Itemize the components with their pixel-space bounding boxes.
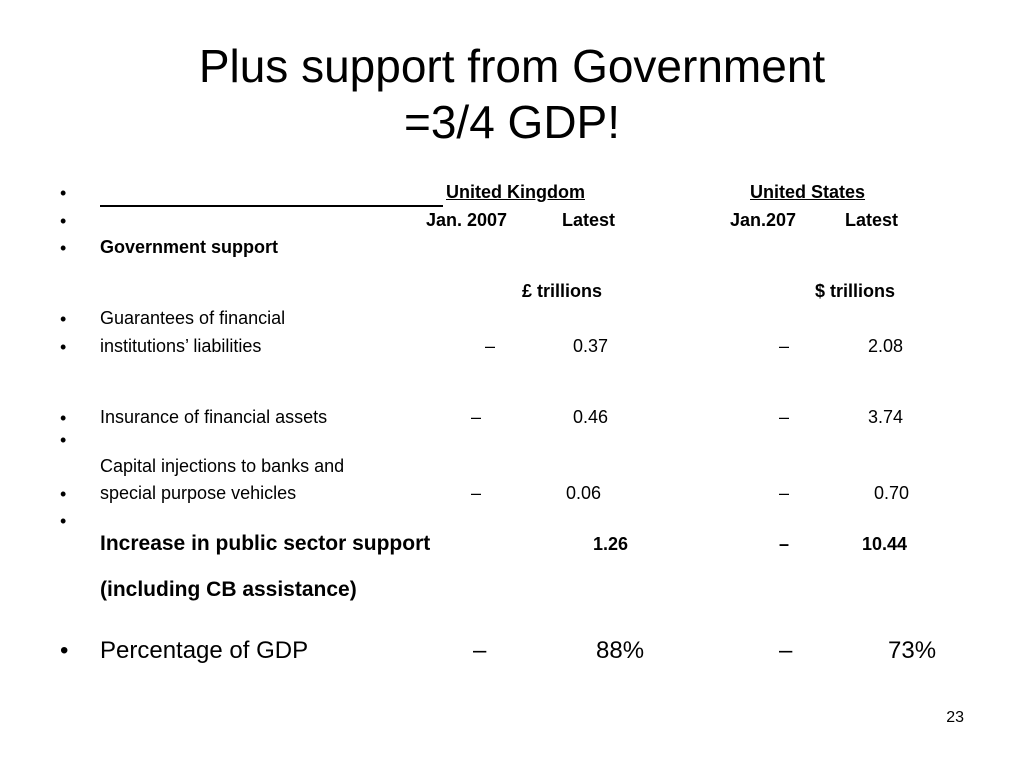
cell-us-jan: – — [779, 336, 790, 356]
header-underline — [100, 205, 443, 207]
bullet: • — [60, 238, 67, 258]
bullet: • — [60, 511, 67, 531]
section-label: Government support — [100, 237, 279, 257]
total-uk-latest: 1.26 — [593, 534, 629, 554]
cell-uk-latest: 0.06 — [566, 483, 602, 503]
percentage-label: Percentage of GDP — [100, 637, 309, 664]
bullet: • — [60, 637, 69, 664]
cell-uk-jan: – — [471, 407, 482, 427]
percentage-us-latest: 73% — [888, 637, 937, 664]
percentage-uk-latest: 88% — [596, 637, 645, 664]
header-us: United States — [750, 182, 866, 202]
title-line-1: Plus support from Government — [198, 40, 826, 92]
cell-us-latest: 3.74 — [868, 407, 904, 427]
bullet: • — [60, 183, 67, 203]
percentage-us-jan: – — [779, 637, 793, 664]
bullet: • — [60, 430, 67, 450]
bullet: • — [60, 337, 67, 357]
cell-uk-jan: – — [471, 483, 482, 503]
row-label: Guarantees of financial — [100, 308, 286, 328]
row-label: Insurance of financial assets — [100, 407, 328, 427]
cell-us-jan: – — [779, 483, 790, 503]
units-us: $ trillions — [815, 281, 896, 301]
cell-uk-latest: 0.46 — [573, 407, 609, 427]
total-label: Increase in public sector support — [100, 532, 431, 555]
percentage-uk-jan: – — [473, 637, 487, 664]
bullet: • — [60, 309, 67, 329]
header-uk-jan: Jan. 2007 — [426, 210, 508, 230]
total-us-latest: 10.44 — [862, 534, 908, 554]
total-us-jan: – — [779, 534, 790, 554]
cell-us-latest: 0.70 — [874, 483, 910, 503]
header-us-latest: Latest — [845, 210, 899, 230]
row-label: special purpose vehicles — [100, 483, 297, 503]
header-uk-latest: Latest — [562, 210, 616, 230]
total-label-sub: (including CB assistance) — [100, 578, 357, 601]
cell-uk-jan: – — [485, 336, 496, 356]
bullet: • — [60, 408, 67, 428]
title-line-2: =3/4 GDP! — [403, 96, 621, 148]
row-label: institutions’ liabilities — [100, 336, 262, 356]
header-us-jan: Jan.207 — [730, 210, 797, 230]
cell-us-latest: 2.08 — [868, 336, 904, 356]
cell-uk-latest: 0.37 — [573, 336, 609, 356]
cell-us-jan: – — [779, 407, 790, 427]
units-uk: £ trillions — [522, 281, 603, 301]
bullet: • — [60, 484, 67, 504]
slide-title: Plus support from Government =3/4 GDP! — [0, 38, 1024, 150]
header-uk: United Kingdom — [446, 182, 585, 202]
bullet: • — [60, 211, 67, 231]
page-number: 23 — [946, 709, 964, 726]
row-label: Capital injections to banks and — [100, 456, 345, 476]
